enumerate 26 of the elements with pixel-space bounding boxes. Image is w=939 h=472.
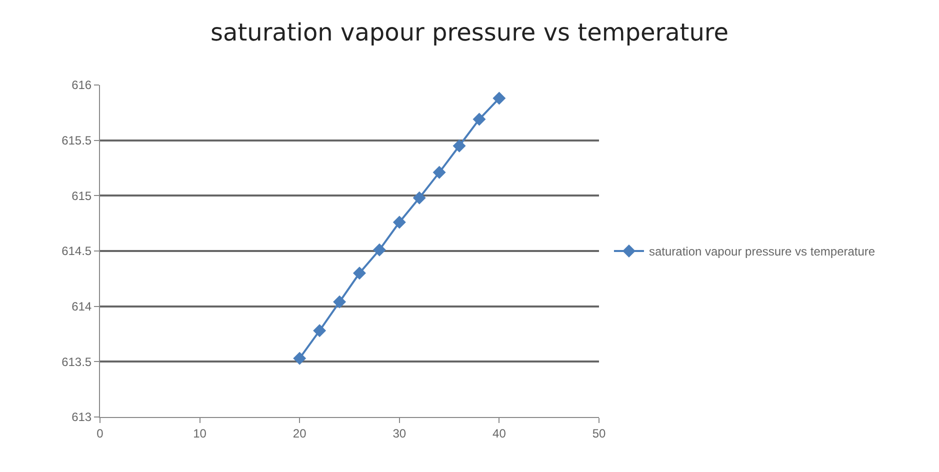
point — [472, 112, 486, 126]
point — [432, 166, 446, 179]
y-tick-label: 613.5 — [62, 354, 92, 369]
point — [372, 243, 386, 256]
point — [313, 324, 326, 338]
x-tick-label: 20 — [292, 426, 307, 440]
x-tick-label: 40 — [492, 426, 506, 440]
y-tick-label: 613 — [72, 410, 92, 424]
y-tick-label: 614.5 — [62, 244, 92, 258]
point — [333, 295, 346, 308]
x-tick-label: 50 — [592, 426, 606, 440]
point — [452, 139, 466, 152]
chart-title: saturation vapour pressure vs temperature — [210, 18, 729, 46]
y-tick-label: 615 — [72, 188, 92, 203]
x-tick-label: 0 — [96, 426, 104, 440]
y-tick-label: 615.5 — [62, 134, 92, 148]
point — [293, 352, 306, 365]
point — [392, 216, 406, 229]
y-tick-label: 614 — [72, 300, 92, 314]
point — [412, 191, 426, 204]
x-tick-label: 30 — [392, 426, 406, 440]
point — [492, 92, 506, 105]
y-tick-label: 616 — [72, 78, 92, 92]
legend-label: saturation vapour pressure vs temperature — [648, 244, 876, 259]
point — [352, 266, 366, 280]
x-tick-label: 10 — [193, 426, 207, 440]
